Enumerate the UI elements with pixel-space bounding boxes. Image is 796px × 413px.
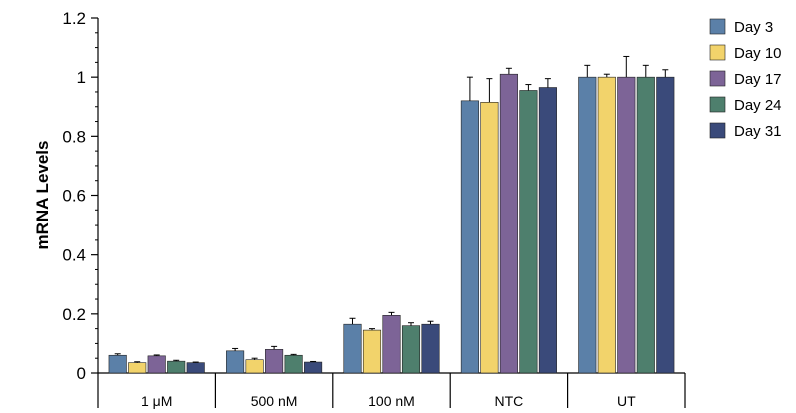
x-category-label: UT [617,393,636,409]
y-tick-label: 0 [77,364,86,383]
legend-swatch [709,18,726,35]
bar [284,354,303,374]
bar [226,350,245,374]
bar [304,361,323,374]
y-tick-label: 1.2 [62,9,86,28]
bar [147,355,166,374]
bar [362,329,382,374]
legend-swatch [709,70,726,87]
bar [519,90,538,374]
legend-label: Day 17 [734,71,782,88]
bar [382,315,401,374]
legend-label: Day 3 [734,19,773,36]
bar [636,76,655,374]
bar [617,76,636,374]
legend-swatch [709,122,726,139]
bar [401,325,421,374]
bar [538,87,557,374]
y-tick-label: 1 [77,68,86,87]
bar [597,76,616,374]
y-tick-label: 0.8 [62,127,86,146]
x-category-label: 500 nM [251,393,298,409]
bar [108,354,127,374]
x-category-label: 1 μM [141,393,172,409]
y-tick-label: 0.2 [62,305,86,324]
legend: Day 3 Day 10 Day 17 Day 24 Day 31 [709,18,782,140]
y-axis-label: mRNA Levels [33,141,52,250]
bar [656,76,675,374]
bar [265,349,284,374]
y-tick-label: 0.6 [62,187,86,206]
legend-swatch [709,96,726,113]
plot-area: 0 0.2 0.4 0.6 0.8 1 1.2 1 μM 500 nM 100 nM NTC UT [62,9,686,409]
x-category-label: NTC [495,393,524,409]
bar [128,362,147,374]
bar [167,360,186,374]
bar [186,362,205,374]
x-category-label: 100 nM [368,393,415,409]
bar [460,100,479,374]
legend-label: Day 24 [734,97,782,114]
bar [499,73,518,374]
legend-label: Day 31 [734,123,782,140]
legend-label: Day 10 [734,45,782,62]
bar [421,323,440,374]
bar [578,76,597,374]
legend-swatch [709,44,726,61]
bar [343,323,362,374]
bar [245,359,264,374]
y-tick-label: 0.4 [62,246,86,265]
bar [480,102,499,374]
